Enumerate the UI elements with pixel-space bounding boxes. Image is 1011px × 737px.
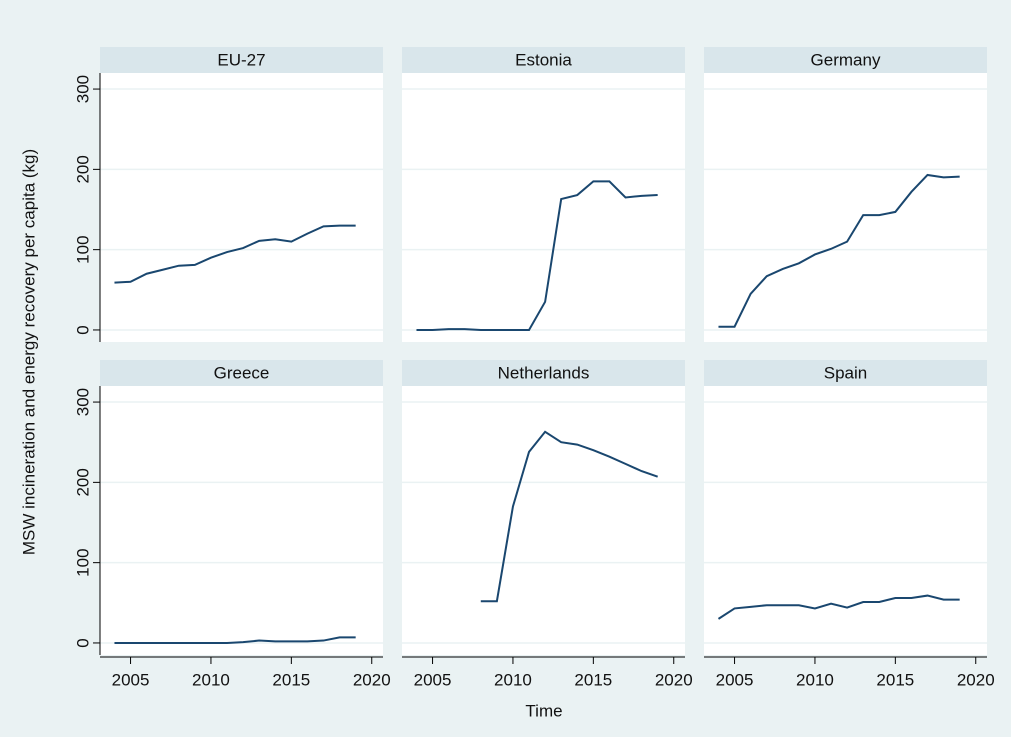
panel-strip xyxy=(402,47,685,73)
panel-strip xyxy=(402,360,685,386)
x-tick-label: 2020 xyxy=(655,670,693,689)
x-tick-label: 2010 xyxy=(494,670,532,689)
plot-area xyxy=(704,73,987,342)
panel-strip xyxy=(704,47,987,73)
y-tick-label: 200 xyxy=(73,468,92,496)
plot-area xyxy=(402,386,685,655)
panel-title: EU-27 xyxy=(217,50,265,69)
plot-area xyxy=(100,386,383,655)
x-axis-label: Time xyxy=(525,701,562,720)
plot-area xyxy=(704,386,987,655)
x-tick-label: 2015 xyxy=(574,670,612,689)
panel-strip xyxy=(100,360,383,386)
y-tick-label: 200 xyxy=(73,155,92,183)
data-line xyxy=(114,224,356,284)
x-tick-label: 2010 xyxy=(192,670,230,689)
data-line xyxy=(718,173,960,328)
panel-title: Netherlands xyxy=(498,363,590,382)
panel-title: Spain xyxy=(824,363,867,382)
panel-strip xyxy=(100,47,383,73)
x-tick-label: 2020 xyxy=(353,670,391,689)
x-tick-label: 2005 xyxy=(716,670,754,689)
y-tick-label: 300 xyxy=(73,388,92,416)
y-tick-label: 0 xyxy=(73,325,92,334)
panel-title: Germany xyxy=(811,50,881,69)
x-tick-label: 2015 xyxy=(272,670,310,689)
y-tick-label: 100 xyxy=(73,548,92,576)
plot-area xyxy=(100,73,383,342)
y-tick-label: 0 xyxy=(73,638,92,647)
x-tick-label: 2005 xyxy=(112,670,150,689)
plot-area xyxy=(402,73,685,342)
panel-title: Estonia xyxy=(515,50,572,69)
panel-strip xyxy=(704,360,987,386)
data-line xyxy=(416,180,658,331)
y-axis-label: MSW incineration and energy recovery per… xyxy=(19,149,38,555)
data-line xyxy=(480,430,658,603)
data-line xyxy=(114,636,356,644)
x-tick-label: 2015 xyxy=(876,670,914,689)
x-tick-label: 2020 xyxy=(957,670,995,689)
panel-title: Greece xyxy=(214,363,270,382)
x-tick-label: 2010 xyxy=(796,670,834,689)
y-tick-label: 100 xyxy=(73,235,92,263)
data-line xyxy=(717,594,960,620)
x-tick-label: 2005 xyxy=(414,670,452,689)
y-tick-label: 300 xyxy=(73,75,92,103)
